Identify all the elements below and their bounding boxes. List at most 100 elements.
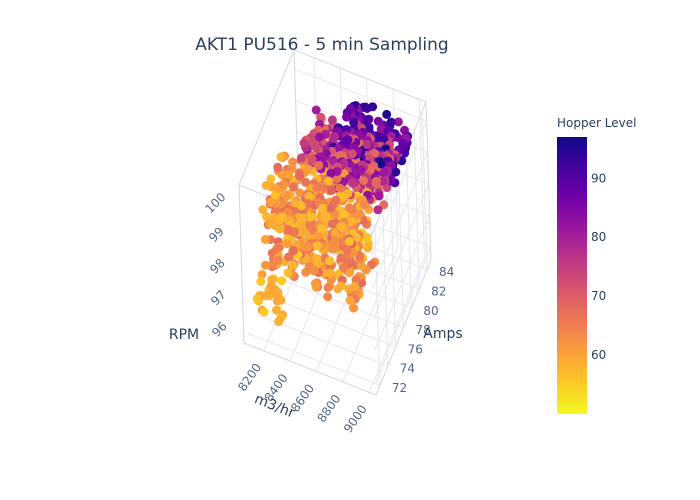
data-point[interactable] (393, 117, 403, 127)
data-point[interactable] (359, 176, 369, 185)
data-point[interactable] (295, 188, 305, 198)
plot-scene[interactable]: 8200840086008800900072747678808284969798… (169, 49, 463, 435)
data-point[interactable] (376, 124, 386, 134)
data-point[interactable] (323, 283, 333, 293)
data-point[interactable] (342, 246, 352, 256)
data-point[interactable] (259, 307, 269, 317)
data-point[interactable] (311, 282, 321, 292)
data-point[interactable] (290, 227, 300, 237)
data-point[interactable] (374, 191, 384, 201)
data-point[interactable] (267, 289, 277, 298)
data-point[interactable] (338, 263, 348, 273)
data-point[interactable] (277, 199, 287, 208)
data-point[interactable] (376, 159, 386, 169)
data-point[interactable] (252, 294, 262, 304)
data-point[interactable] (312, 143, 322, 153)
data-point[interactable] (327, 219, 337, 229)
data-point[interactable] (284, 252, 293, 262)
data-point[interactable] (379, 200, 389, 210)
data-point[interactable] (296, 215, 306, 224)
data-point[interactable] (288, 260, 298, 270)
data-point[interactable] (373, 116, 383, 126)
data-point[interactable] (336, 253, 346, 263)
data-point[interactable] (362, 140, 372, 149)
data-point[interactable] (345, 296, 355, 305)
data-point[interactable] (363, 243, 373, 253)
data-point[interactable] (274, 317, 284, 327)
data-point[interactable] (276, 295, 286, 305)
data-point[interactable] (325, 256, 335, 266)
data-point[interactable] (343, 189, 353, 199)
data-point[interactable] (349, 303, 359, 313)
data-point[interactable] (360, 200, 369, 210)
data-point[interactable] (323, 292, 333, 302)
data-point[interactable] (322, 211, 332, 221)
data-point[interactable] (257, 270, 267, 279)
data-point[interactable] (347, 149, 357, 159)
data-point[interactable] (289, 182, 298, 192)
data-point[interactable] (273, 162, 283, 172)
data-point[interactable] (382, 109, 392, 119)
data-point[interactable] (277, 170, 287, 180)
data-point[interactable] (314, 160, 324, 170)
data-point[interactable] (391, 167, 401, 177)
data-point[interactable] (380, 167, 389, 177)
data-point[interactable] (371, 178, 381, 188)
data-point[interactable] (305, 221, 315, 231)
data-point[interactable] (260, 234, 270, 244)
data-point[interactable] (288, 157, 298, 167)
data-point[interactable] (301, 177, 310, 187)
data-point[interactable] (261, 180, 271, 190)
data-point[interactable] (342, 125, 351, 134)
data-point[interactable] (348, 142, 358, 152)
data-point[interactable] (316, 224, 326, 233)
data-point[interactable] (304, 192, 314, 202)
data-point[interactable] (333, 284, 343, 294)
data-point[interactable] (262, 212, 271, 222)
data-point[interactable] (274, 243, 284, 253)
data-point[interactable] (307, 154, 317, 164)
data-point[interactable] (290, 198, 300, 208)
data-point[interactable] (266, 197, 276, 207)
data-point[interactable] (337, 222, 346, 232)
data-point[interactable] (325, 268, 335, 278)
data-point[interactable] (326, 168, 336, 178)
data-point[interactable] (303, 242, 313, 252)
data-point[interactable] (313, 182, 323, 192)
data-point[interactable] (341, 136, 351, 146)
data-point[interactable] (379, 176, 389, 186)
data-point[interactable] (327, 115, 337, 125)
data-point[interactable] (332, 174, 342, 184)
data-point[interactable] (309, 266, 319, 276)
data-point[interactable] (330, 236, 339, 246)
data-point[interactable] (344, 237, 354, 246)
data-point[interactable] (312, 254, 322, 264)
data-point[interactable] (344, 268, 354, 278)
data-point[interactable] (315, 132, 324, 142)
data-point[interactable] (327, 244, 337, 254)
data-point[interactable] (355, 209, 365, 219)
data-point[interactable] (356, 165, 366, 175)
data-point[interactable] (349, 117, 359, 127)
data-point[interactable] (342, 112, 352, 122)
data-point[interactable] (362, 232, 372, 242)
data-point[interactable] (348, 178, 357, 188)
data-point[interactable] (312, 241, 322, 251)
data-point[interactable] (373, 205, 383, 215)
data-point[interactable] (283, 268, 293, 278)
data-point[interactable] (294, 171, 304, 181)
data-point[interactable] (374, 133, 384, 143)
data-point[interactable] (344, 284, 354, 294)
data-point[interactable] (335, 183, 345, 193)
data-point[interactable] (269, 212, 279, 222)
data-point[interactable] (344, 203, 354, 213)
data-point[interactable] (386, 117, 396, 127)
data-point[interactable] (306, 212, 316, 222)
data-point[interactable] (272, 305, 282, 315)
data-point[interactable] (271, 221, 281, 231)
data-point[interactable] (328, 155, 338, 165)
data-point[interactable] (331, 195, 341, 205)
data-point[interactable] (273, 255, 283, 265)
data-point[interactable] (277, 212, 287, 222)
data-point[interactable] (284, 170, 294, 180)
